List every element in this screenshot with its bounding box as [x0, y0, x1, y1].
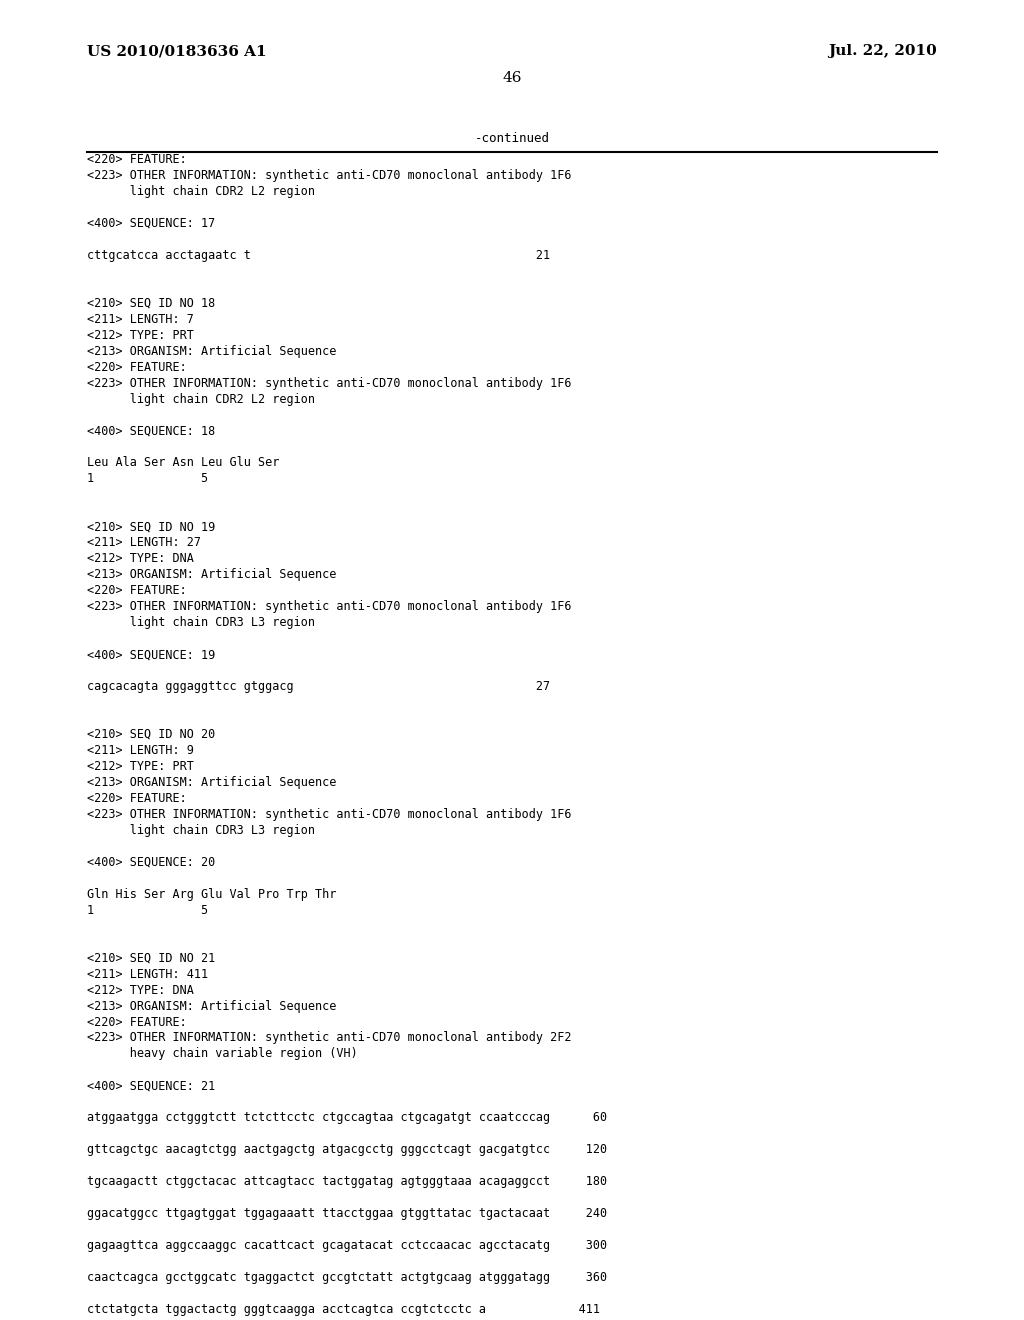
Text: light chain CDR3 L3 region: light chain CDR3 L3 region: [87, 616, 315, 630]
Text: light chain CDR2 L2 region: light chain CDR2 L2 region: [87, 392, 315, 405]
Text: heavy chain variable region (VH): heavy chain variable region (VH): [87, 1048, 357, 1060]
Text: <211> LENGTH: 411: <211> LENGTH: 411: [87, 968, 208, 981]
Text: atggaatgga cctgggtctt tctcttcctc ctgccagtaa ctgcagatgt ccaatcccag      60: atggaatgga cctgggtctt tctcttcctc ctgccag…: [87, 1111, 607, 1125]
Text: US 2010/0183636 A1: US 2010/0183636 A1: [87, 44, 266, 58]
Text: <212> TYPE: PRT: <212> TYPE: PRT: [87, 329, 194, 342]
Text: <220> FEATURE:: <220> FEATURE:: [87, 585, 186, 597]
Text: <213> ORGANISM: Artificial Sequence: <213> ORGANISM: Artificial Sequence: [87, 345, 336, 358]
Text: <220> FEATURE:: <220> FEATURE:: [87, 153, 186, 166]
Text: <223> OTHER INFORMATION: synthetic anti-CD70 monoclonal antibody 1F6: <223> OTHER INFORMATION: synthetic anti-…: [87, 601, 571, 614]
Text: <400> SEQUENCE: 19: <400> SEQUENCE: 19: [87, 648, 215, 661]
Text: <213> ORGANISM: Artificial Sequence: <213> ORGANISM: Artificial Sequence: [87, 999, 336, 1012]
Text: <223> OTHER INFORMATION: synthetic anti-CD70 monoclonal antibody 2F2: <223> OTHER INFORMATION: synthetic anti-…: [87, 1031, 571, 1044]
Text: <212> TYPE: DNA: <212> TYPE: DNA: [87, 983, 194, 997]
Text: <400> SEQUENCE: 18: <400> SEQUENCE: 18: [87, 425, 215, 437]
Text: light chain CDR2 L2 region: light chain CDR2 L2 region: [87, 185, 315, 198]
Text: <210> SEQ ID NO 19: <210> SEQ ID NO 19: [87, 520, 215, 533]
Text: <400> SEQUENCE: 17: <400> SEQUENCE: 17: [87, 216, 215, 230]
Text: Leu Ala Ser Asn Leu Glu Ser: Leu Ala Ser Asn Leu Glu Ser: [87, 457, 280, 470]
Text: <211> LENGTH: 7: <211> LENGTH: 7: [87, 313, 194, 326]
Text: <212> TYPE: PRT: <212> TYPE: PRT: [87, 760, 194, 774]
Text: <223> OTHER INFORMATION: synthetic anti-CD70 monoclonal antibody 1F6: <223> OTHER INFORMATION: synthetic anti-…: [87, 808, 571, 821]
Text: <220> FEATURE:: <220> FEATURE:: [87, 1015, 186, 1028]
Text: <211> LENGTH: 9: <211> LENGTH: 9: [87, 744, 194, 756]
Text: 1               5: 1 5: [87, 904, 208, 916]
Text: gagaagttca aggccaaggc cacattcact gcagatacat cctccaacac agcctacatg     300: gagaagttca aggccaaggc cacattcact gcagata…: [87, 1239, 607, 1253]
Text: cttgcatcca acctagaatc t                                        21: cttgcatcca acctagaatc t 21: [87, 249, 550, 261]
Text: 1               5: 1 5: [87, 473, 208, 486]
Text: <213> ORGANISM: Artificial Sequence: <213> ORGANISM: Artificial Sequence: [87, 569, 336, 581]
Text: <220> FEATURE:: <220> FEATURE:: [87, 792, 186, 805]
Text: <223> OTHER INFORMATION: synthetic anti-CD70 monoclonal antibody 1F6: <223> OTHER INFORMATION: synthetic anti-…: [87, 376, 571, 389]
Text: cagcacagta gggaggttcc gtggacg                                  27: cagcacagta gggaggttcc gtggacg 27: [87, 680, 550, 693]
Text: gttcagctgc aacagtctgg aactgagctg atgacgcctg gggcctcagt gacgatgtcc     120: gttcagctgc aacagtctgg aactgagctg atgacgc…: [87, 1143, 607, 1156]
Text: 46: 46: [502, 71, 522, 84]
Text: <400> SEQUENCE: 21: <400> SEQUENCE: 21: [87, 1080, 215, 1093]
Text: <210> SEQ ID NO 18: <210> SEQ ID NO 18: [87, 297, 215, 310]
Text: tgcaagactt ctggctacac attcagtacc tactggatag agtgggtaaa acagaggcct     180: tgcaagactt ctggctacac attcagtacc tactgga…: [87, 1175, 607, 1188]
Text: -continued: -continued: [474, 132, 550, 145]
Text: <400> SEQUENCE: 20: <400> SEQUENCE: 20: [87, 855, 215, 869]
Text: <212> TYPE: DNA: <212> TYPE: DNA: [87, 552, 194, 565]
Text: ggacatggcc ttgagtggat tggagaaatt ttacctggaa gtggttatac tgactacaat     240: ggacatggcc ttgagtggat tggagaaatt ttacctg…: [87, 1208, 607, 1220]
Text: <213> ORGANISM: Artificial Sequence: <213> ORGANISM: Artificial Sequence: [87, 776, 336, 789]
Text: Gln His Ser Arg Glu Val Pro Trp Thr: Gln His Ser Arg Glu Val Pro Trp Thr: [87, 888, 336, 900]
Text: <223> OTHER INFORMATION: synthetic anti-CD70 monoclonal antibody 1F6: <223> OTHER INFORMATION: synthetic anti-…: [87, 169, 571, 182]
Text: ctctatgcta tggactactg gggtcaagga acctcagtca ccgtctcctc a             411: ctctatgcta tggactactg gggtcaagga acctcag…: [87, 1303, 600, 1316]
Text: <210> SEQ ID NO 20: <210> SEQ ID NO 20: [87, 729, 215, 741]
Text: Jul. 22, 2010: Jul. 22, 2010: [828, 44, 937, 58]
Text: light chain CDR3 L3 region: light chain CDR3 L3 region: [87, 824, 315, 837]
Text: caactcagca gcctggcatc tgaggactct gccgtctatt actgtgcaag atgggatagg     360: caactcagca gcctggcatc tgaggactct gccgtct…: [87, 1271, 607, 1284]
Text: <220> FEATURE:: <220> FEATURE:: [87, 360, 186, 374]
Text: <210> SEQ ID NO 21: <210> SEQ ID NO 21: [87, 952, 215, 965]
Text: <211> LENGTH: 27: <211> LENGTH: 27: [87, 536, 201, 549]
